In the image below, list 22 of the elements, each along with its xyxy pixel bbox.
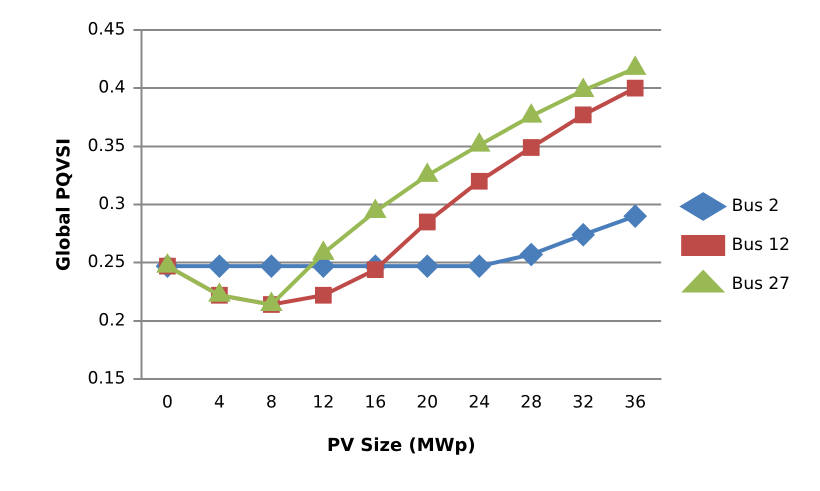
legend-label: Bus 12 bbox=[732, 234, 790, 255]
x-tick-label: 8 bbox=[266, 392, 277, 413]
y-axis-title: Global PQVSI bbox=[53, 138, 74, 271]
x-axis-title: PV Size (MWp) bbox=[327, 434, 476, 456]
x-tick-label: 36 bbox=[624, 392, 646, 413]
y-tick-label: 0.15 bbox=[88, 368, 126, 388]
y-tick-label: 0.25 bbox=[88, 252, 126, 272]
x-tick-label: 0 bbox=[162, 392, 173, 413]
x-tick-label: 24 bbox=[468, 392, 490, 413]
y-tick-label: 0.2 bbox=[98, 310, 126, 330]
y-tick-label: 0.45 bbox=[88, 19, 126, 40]
x-tick-label: 16 bbox=[364, 392, 386, 413]
x-tick-label: 4 bbox=[214, 392, 225, 413]
y-tick-label: 0.4 bbox=[98, 78, 126, 98]
x-tick-label: 28 bbox=[520, 392, 542, 413]
legend-label: Bus 27 bbox=[732, 274, 790, 294]
x-tick-label: 12 bbox=[312, 392, 334, 413]
legend-label: Bus 2 bbox=[732, 196, 780, 216]
y-tick-label: 0.35 bbox=[88, 136, 126, 156]
y-tick-label: 0.3 bbox=[98, 194, 126, 214]
x-tick-label: 32 bbox=[572, 392, 594, 413]
x-tick-label: 20 bbox=[416, 392, 438, 413]
